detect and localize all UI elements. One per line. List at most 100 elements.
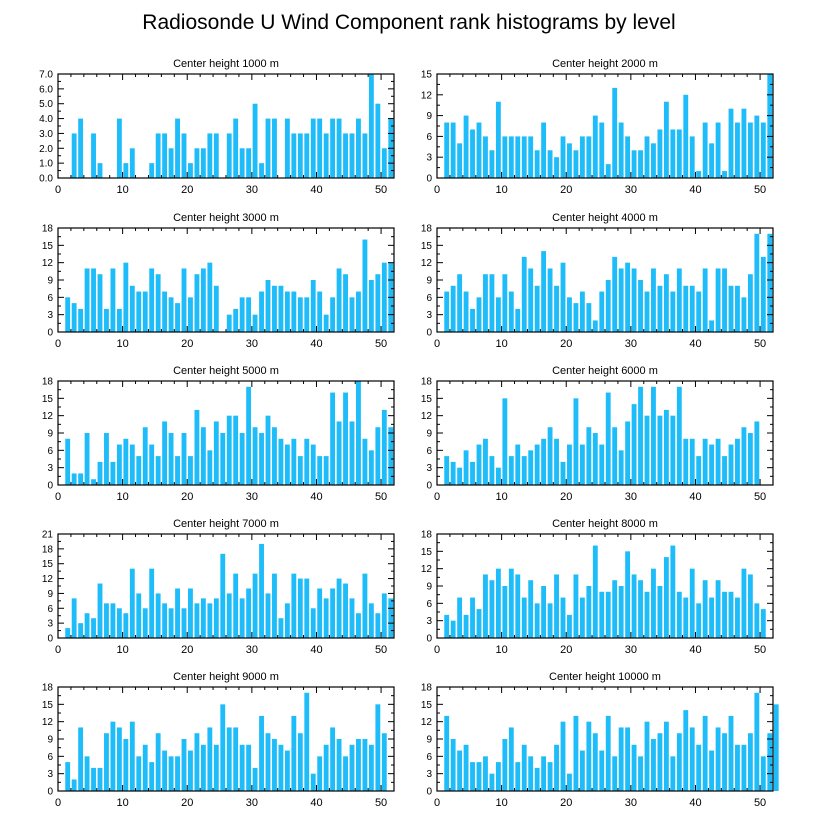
bar: [116, 727, 122, 791]
bar: [541, 251, 547, 332]
bar: [521, 456, 527, 485]
x-tick-label: 20: [181, 797, 193, 809]
bar: [689, 136, 695, 178]
bar: [343, 133, 348, 178]
x-tick-label: 30: [625, 644, 637, 656]
bar: [297, 133, 303, 178]
bar: [110, 603, 116, 638]
bar: [547, 762, 553, 791]
panel-title: Center height 4000 m: [552, 212, 658, 224]
bar: [233, 308, 239, 332]
bar: [444, 122, 450, 178]
bar: [207, 262, 213, 332]
bar: [670, 545, 676, 638]
bar: [508, 136, 514, 178]
x-tick-label: 0: [55, 338, 61, 350]
bar: [450, 461, 456, 485]
x-tick-label: 30: [246, 797, 258, 809]
y-tick-label: 3.0: [39, 129, 53, 140]
bar: [213, 133, 219, 178]
bar: [638, 150, 643, 178]
bar: [689, 438, 695, 485]
bar: [136, 456, 142, 485]
bar: [547, 268, 553, 332]
bar: [483, 136, 488, 178]
bar: [502, 398, 508, 485]
panel-4: Center height 4000 m 0 10 20 30 40 50 0 3 6 9 12 15 1…: [421, 212, 774, 350]
bar: [356, 381, 361, 485]
bar: [483, 274, 488, 332]
panel-title: Center height 9000 m: [173, 671, 279, 683]
bar: [272, 427, 277, 485]
x-tick-label: 10: [116, 491, 128, 503]
bar: [676, 268, 682, 332]
panel-6: Center height 6000 m 0 10 20 30 40 50 0 3 6 9 12 15 1…: [421, 365, 774, 503]
bar: [728, 591, 734, 638]
bar: [265, 280, 271, 332]
bar: [259, 715, 264, 791]
bar: [91, 767, 96, 791]
x-tick-label: 0: [55, 644, 61, 656]
bar: [476, 297, 482, 332]
bar: [612, 580, 618, 638]
bar: [84, 268, 90, 332]
bar: [194, 409, 200, 485]
y-tick-label: 9: [47, 735, 53, 746]
x-tick-label: 10: [116, 338, 128, 350]
bar: [343, 756, 348, 791]
y-tick-label: 0: [47, 787, 53, 798]
y-tick-label: 9: [426, 276, 432, 287]
y-tick-label: 15: [421, 241, 433, 252]
panel-9: Center height 9000 m 0 10 20 30 40 50 0 3 6 9 12 15 1…: [42, 671, 395, 809]
bar: [573, 398, 579, 485]
y-tick-label: 3: [426, 153, 432, 164]
bar: [323, 598, 329, 638]
bar: [534, 603, 540, 638]
bar: [239, 148, 245, 178]
y-tick-label: 15: [42, 700, 54, 711]
bar: [683, 285, 689, 332]
bar: [336, 268, 342, 332]
bar: [631, 404, 637, 485]
bar: [702, 438, 708, 485]
panel-7: Center height 7000 m 0 10 20 30 40 50 0 3 6 9 12 15 1…: [42, 518, 395, 656]
bar: [470, 308, 475, 332]
bar: [356, 613, 361, 638]
bar: [310, 118, 316, 178]
y-tick-label: 6: [47, 752, 53, 763]
y-tick-label: 15: [42, 241, 54, 252]
y-tick-label: 0: [47, 481, 53, 492]
bar: [644, 721, 650, 791]
bar: [618, 268, 624, 332]
bar: [323, 744, 329, 791]
bar: [463, 614, 469, 638]
bar: [638, 756, 643, 791]
y-tick-label: 9: [47, 276, 53, 287]
bar: [343, 392, 348, 485]
bar: [754, 692, 760, 791]
bar: [592, 320, 598, 332]
bar: [123, 613, 129, 638]
bar: [644, 415, 650, 485]
bar: [599, 122, 605, 178]
bar: [116, 608, 122, 638]
bar: [84, 756, 90, 791]
bar: [670, 291, 676, 332]
bar: [381, 148, 387, 178]
bar: [754, 233, 760, 332]
bar: [194, 603, 200, 638]
bar: [388, 427, 394, 485]
bar: [239, 297, 245, 332]
bar: [207, 727, 213, 791]
bar: [444, 291, 450, 332]
bar: [317, 456, 323, 485]
bar: [336, 421, 342, 485]
bar: [754, 115, 760, 178]
bar: [541, 122, 547, 178]
bar: [123, 262, 129, 332]
bar: [91, 268, 96, 332]
bar: [463, 115, 469, 178]
bar: [349, 133, 355, 178]
x-tick-label: 50: [375, 644, 387, 656]
bar: [663, 409, 669, 485]
